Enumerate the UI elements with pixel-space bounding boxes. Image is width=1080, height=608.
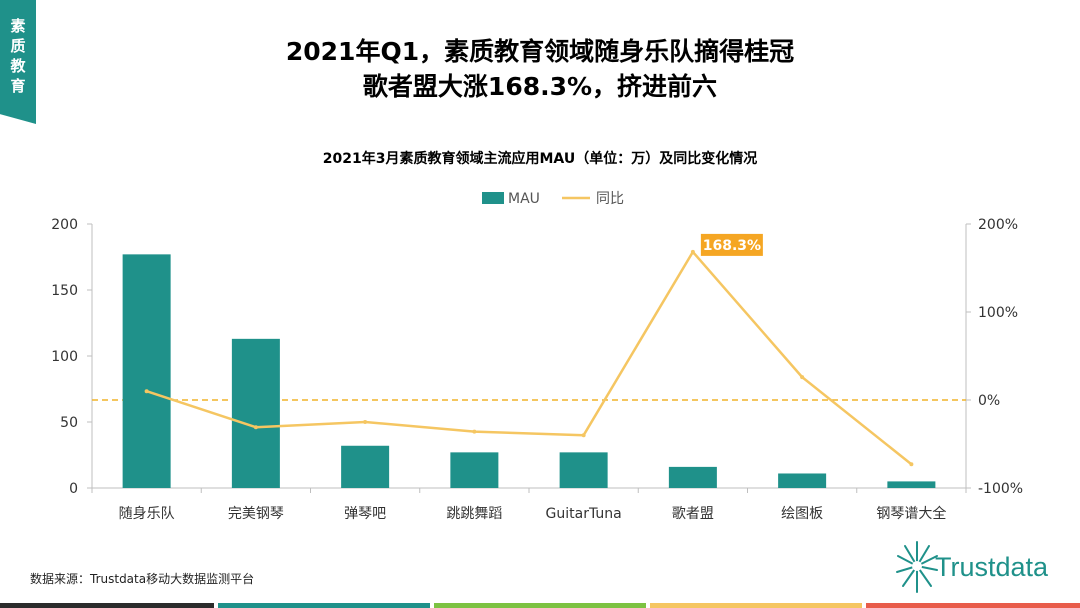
x-tick-label: 绘图板 — [781, 506, 823, 522]
x-tick-label: 弹琴吧 — [344, 506, 386, 522]
line-series — [144, 249, 914, 467]
bar-歌者盟 — [668, 466, 717, 488]
yoy-point-GuitarTuna — [581, 433, 586, 438]
footer-bar-2 — [218, 603, 430, 608]
annotation: 168.3% — [700, 233, 763, 256]
brand-name: Trustdata — [935, 552, 1049, 582]
legend-swatch-mau — [482, 192, 504, 204]
right-tick-label: 0% — [978, 393, 1000, 409]
page-title-line2: 歌者盟大涨168.3%，挤进前六 — [362, 72, 718, 101]
section-tab-label: 素质教育 — [10, 17, 26, 95]
left-tick-label: 100 — [51, 349, 78, 365]
footer-bar-4 — [650, 603, 862, 608]
right-tick-label: 100% — [978, 305, 1018, 321]
left-tick-label: 200 — [51, 217, 78, 233]
brand-logo: Trustdata — [895, 538, 1048, 598]
yoy-point-钢琴谱大全 — [909, 462, 914, 467]
yoy-point-完美钢琴 — [253, 425, 258, 430]
yoy-point-歌者盟 — [690, 249, 695, 254]
chart-axes: 0 50 100 150 200 -100% 0% 100% 200% 随身乐队 完美钢琴 弹琴吧 跳跳… — [51, 217, 1023, 522]
page-title-line1: 2021年Q1，素质教育领域随身乐队摘得桂冠 — [285, 37, 795, 66]
footer-bar-3 — [434, 603, 646, 608]
left-tick-label: 0 — [69, 481, 78, 497]
bar-GuitarTuna — [559, 452, 608, 488]
annotation-box — [700, 233, 763, 256]
bar-绘图板 — [778, 473, 827, 488]
bar-跳跳舞蹈 — [450, 452, 499, 488]
yoy-point-绘图板 — [800, 375, 805, 380]
yoy-point-跳跳舞蹈 — [472, 429, 477, 434]
yoy-point-随身乐队 — [144, 389, 149, 394]
bar-弹琴吧 — [341, 445, 390, 488]
legend-label-mau: MAU — [508, 191, 540, 207]
data-source-note: 数据来源：Trustdata移动大数据监测平台 — [30, 572, 255, 586]
left-tick-label: 150 — [51, 283, 78, 299]
yoy-line — [146, 250, 913, 466]
chart-title: 2021年3月素质教育领域主流应用MAU（单位：万）及同比变化情况 — [322, 151, 758, 167]
chart-canvas: MAU 同比 0 50 100 150 200 -100% 0% 100% 200% 随身乐队 完美钢… — [51, 191, 1023, 522]
x-tick-label: 完美钢琴 — [228, 506, 284, 522]
x-tick-label: 跳跳舞蹈 — [446, 506, 502, 522]
bar-钢琴谱大全 — [887, 481, 936, 488]
x-tick-label: 钢琴谱大全 — [876, 505, 946, 522]
bar-series — [122, 254, 936, 488]
footer-bar-5 — [866, 603, 1080, 608]
legend: MAU 同比 — [482, 191, 624, 207]
bar-随身乐队 — [122, 254, 171, 488]
annotation-label: 168.3% — [703, 238, 761, 254]
footer-bar-1 — [0, 603, 214, 608]
section-tab — [0, 0, 36, 124]
right-tick-label: 200% — [978, 217, 1018, 233]
left-tick-label: 50 — [60, 415, 78, 431]
legend-label-yoy: 同比 — [596, 191, 624, 207]
x-tick-label: 随身乐队 — [119, 506, 175, 522]
right-tick-label: -100% — [978, 481, 1023, 497]
starburst-icon — [896, 541, 938, 593]
x-tick-label: 歌者盟 — [672, 506, 714, 522]
x-tick-label: GuitarTuna — [546, 506, 622, 522]
yoy-point-弹琴吧 — [363, 420, 368, 424]
bar-完美钢琴 — [231, 338, 280, 488]
